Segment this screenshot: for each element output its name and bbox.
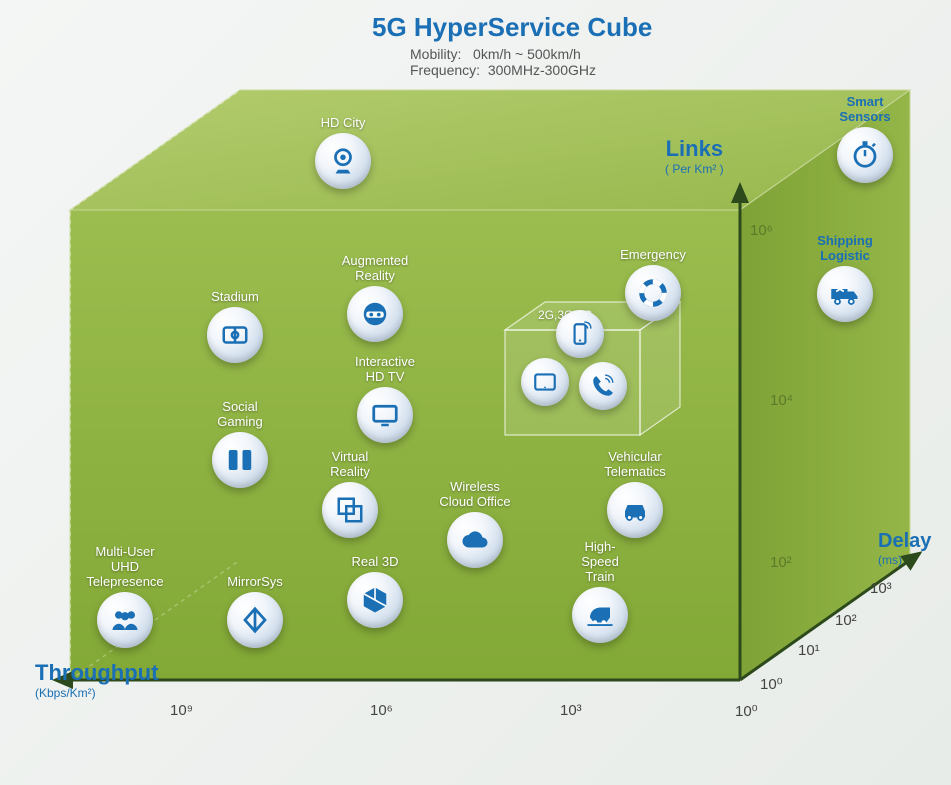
axis-delay-label: Delay (ms) xyxy=(878,530,931,567)
people-icon xyxy=(97,592,153,648)
tick: 10⁹ xyxy=(170,702,193,719)
node-hd-city: HD City xyxy=(298,116,388,189)
tick: 10² xyxy=(835,612,857,629)
node-label: VehicularTelematics xyxy=(604,450,665,480)
tick: 10⁰ xyxy=(760,675,783,693)
frequency-value: 300MHz-300GHz xyxy=(488,62,596,78)
cube3d-icon xyxy=(347,572,403,628)
node-label: SocialGaming xyxy=(217,400,263,430)
node-high-speed-train: High-SpeedTrain xyxy=(555,540,645,643)
car-icon xyxy=(607,482,663,538)
node-label: HD City xyxy=(321,116,366,131)
node-augmented-reality: AugmentedReality xyxy=(330,254,420,342)
page-title: 5G HyperService Cube xyxy=(372,12,652,43)
tv-icon xyxy=(357,387,413,443)
mirror-icon xyxy=(227,592,283,648)
node-inner-call xyxy=(558,362,648,410)
phones-icon xyxy=(212,432,268,488)
node-label: ShippingLogistic xyxy=(817,234,873,264)
tick: 10³ xyxy=(560,702,582,719)
node-label: WirelessCloud Office xyxy=(439,480,510,510)
tick: 10⁰ xyxy=(735,702,758,720)
mobility-label: Mobility: xyxy=(410,46,461,62)
smartphone-icon xyxy=(556,310,604,358)
node-multi-user-uhd: Multi-User UHDTelepresence xyxy=(80,545,170,648)
node-label: VirtualReality xyxy=(330,450,370,480)
train-icon xyxy=(572,587,628,643)
mobility-value: 0km/h ~ 500km/h xyxy=(473,46,581,62)
node-inner-phone xyxy=(535,310,625,358)
node-label: High-SpeedTrain xyxy=(581,540,619,585)
lifebuoy-icon xyxy=(625,265,681,321)
axis-links-label: Links ( Per Km² ) xyxy=(665,136,724,176)
node-label: SmartSensors xyxy=(839,95,890,125)
node-stadium: Stadium xyxy=(190,290,280,363)
axis-throughput-label: Throughput (Kbps/Km²) xyxy=(35,660,158,700)
node-virtual-reality: VirtualReality xyxy=(305,450,395,538)
node-label: AugmentedReality xyxy=(342,254,409,284)
vr-squares-icon xyxy=(322,482,378,538)
call-icon xyxy=(579,362,627,410)
node-label: InteractiveHD TV xyxy=(355,355,415,385)
node-label: Stadium xyxy=(211,290,259,305)
webcam-icon xyxy=(315,133,371,189)
node-label: Emergency xyxy=(620,248,686,263)
node-label: Multi-User UHDTelepresence xyxy=(80,545,170,590)
cloud-icon xyxy=(447,512,503,568)
tick: 10⁴ xyxy=(770,392,793,409)
node-social-gaming: SocialGaming xyxy=(195,400,285,488)
tick: 10¹ xyxy=(798,642,820,659)
tick: 10³ xyxy=(870,580,892,597)
node-wireless-cloud: WirelessCloud Office xyxy=(430,480,520,568)
node-real-3d: Real 3D xyxy=(330,555,420,628)
node-interactive-hdtv: InteractiveHD TV xyxy=(340,355,430,443)
node-mirrorsys: MirrorSys xyxy=(210,575,300,648)
truck-icon xyxy=(817,266,873,322)
tick: 10² xyxy=(770,554,792,571)
node-label: MirrorSys xyxy=(227,575,283,590)
stadium-icon xyxy=(207,307,263,363)
node-shipping-logistic: ShippingLogistic xyxy=(800,234,890,322)
frequency-label: Frequency: xyxy=(410,62,480,78)
ar-head-icon xyxy=(347,286,403,342)
tick: 10⁶ xyxy=(370,702,393,719)
tick: 10⁶ xyxy=(750,222,773,239)
subtitle-block: Mobility: 0km/h ~ 500km/h Frequency: 300… xyxy=(410,46,596,78)
node-label: Real 3D xyxy=(352,555,399,570)
node-vehicular-telematics: VehicularTelematics xyxy=(590,450,680,538)
node-smart-sensors: SmartSensors xyxy=(820,95,910,183)
stopwatch-icon xyxy=(837,127,893,183)
